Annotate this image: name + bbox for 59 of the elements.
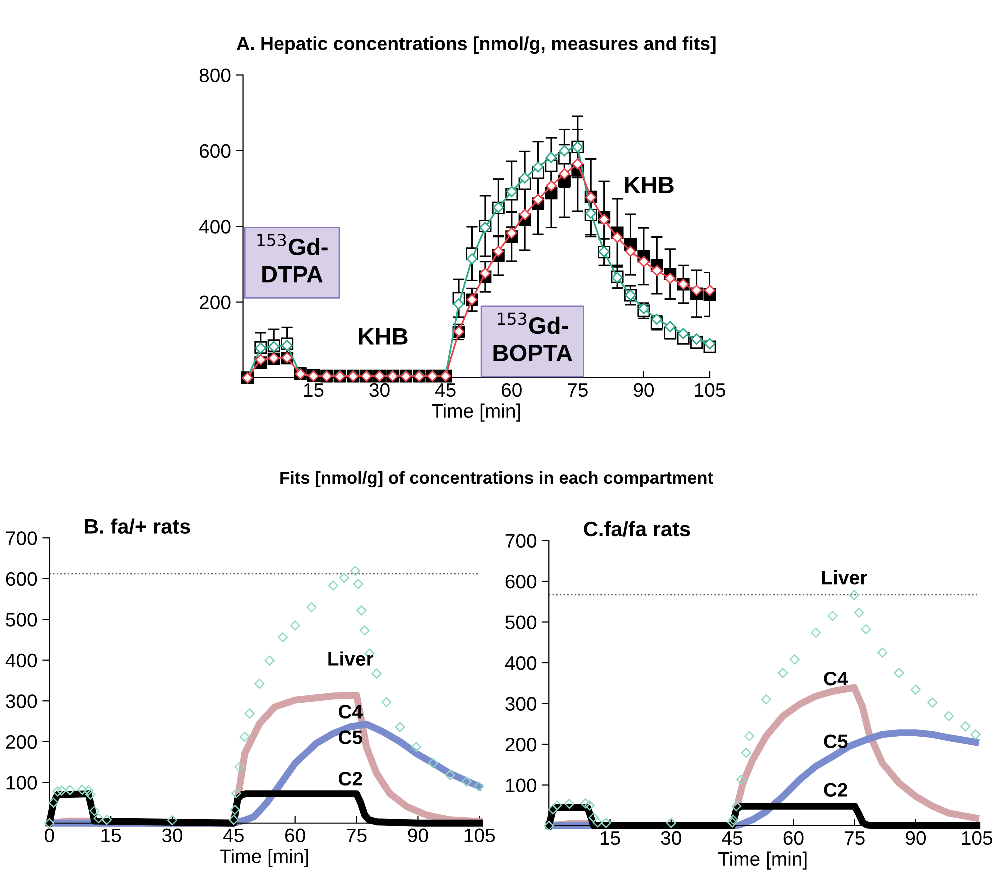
- x-axis-title: Time [min]: [220, 849, 308, 868]
- x-tick-label: 60: [502, 383, 522, 398]
- series-label: Liver: [822, 570, 868, 585]
- x-tick-label: 60: [286, 828, 306, 843]
- x-tick-label: 90: [634, 383, 654, 398]
- x-tick-label: 30: [370, 383, 390, 398]
- x-tick-label: 45: [435, 384, 456, 398]
- y-tick-label: 500: [6, 613, 38, 627]
- x-tick-label: 30: [162, 828, 183, 843]
- y-tick-label: 600: [200, 144, 231, 158]
- y-tick-label: 800: [200, 68, 231, 82]
- annotation: $^{153}$Gd- BOPTA: [494, 312, 572, 362]
- x-tick-label: 90: [906, 831, 926, 846]
- chart-title: C.fa/fa rats: [584, 521, 690, 537]
- y-tick-label: 200: [506, 738, 537, 752]
- x-axis-title: Time [min]: [718, 852, 807, 870]
- y-tick-label: 300: [6, 694, 38, 708]
- annotation: KHB: [625, 177, 674, 194]
- y-tick-label: 700: [506, 534, 537, 548]
- x-tick-label: 105: [464, 828, 496, 843]
- series-label: C2: [339, 772, 362, 786]
- y-tick-label: 400: [199, 220, 231, 234]
- x-tick-label: 30: [661, 831, 682, 846]
- annotation: KHB: [359, 328, 408, 345]
- y-tick-label: 300: [506, 697, 537, 711]
- x-tick-label: 105: [962, 831, 993, 846]
- y-tick-label: 500: [506, 616, 537, 630]
- series-label: C5: [339, 730, 363, 744]
- y-tick-label: 400: [6, 654, 38, 668]
- y-tick-label: 100: [506, 778, 537, 792]
- x-tick-label: 90: [408, 828, 428, 843]
- x-tick-label: 45: [722, 832, 743, 846]
- x-tick-label: 105: [695, 383, 726, 398]
- x-tick-label: 15: [600, 832, 620, 846]
- y-tick-label: 600: [506, 574, 537, 589]
- x-tick-label: 75: [568, 384, 588, 398]
- x-axis-title: Time [min]: [432, 404, 520, 422]
- series-label: C2: [824, 783, 848, 797]
- y-tick-label: 200: [6, 735, 38, 750]
- chart-title: B. fa/+ rats: [85, 518, 190, 534]
- x-tick-label: 0: [45, 828, 54, 843]
- x-tick-label: 60: [784, 831, 804, 846]
- x-tick-label: 15: [304, 384, 324, 398]
- series-label: Liver: [328, 652, 374, 666]
- series-label: C4: [824, 672, 848, 686]
- x-tick-label: 15: [102, 828, 122, 843]
- annotation: $^{153}$Gd- DTPA: [258, 234, 328, 283]
- series-label: C4: [339, 705, 363, 719]
- y-tick-label: 100: [6, 776, 38, 790]
- chart-title: A. Hepatic concentrations [nmol/g, measures and fits]: [236, 36, 716, 54]
- y-tick-label: 700: [6, 532, 38, 546]
- x-tick-label: 75: [346, 828, 367, 843]
- x-tick-label: 45: [224, 828, 244, 843]
- y-tick-label: 200: [200, 296, 231, 310]
- x-tick-label: 75: [845, 832, 865, 846]
- series-label: C5: [824, 734, 848, 748]
- chart-subtitle: Fits [nmol/g] of concentrations in each compartment: [280, 471, 714, 488]
- y-tick-label: 400: [505, 656, 537, 670]
- y-tick-label: 600: [6, 572, 38, 586]
